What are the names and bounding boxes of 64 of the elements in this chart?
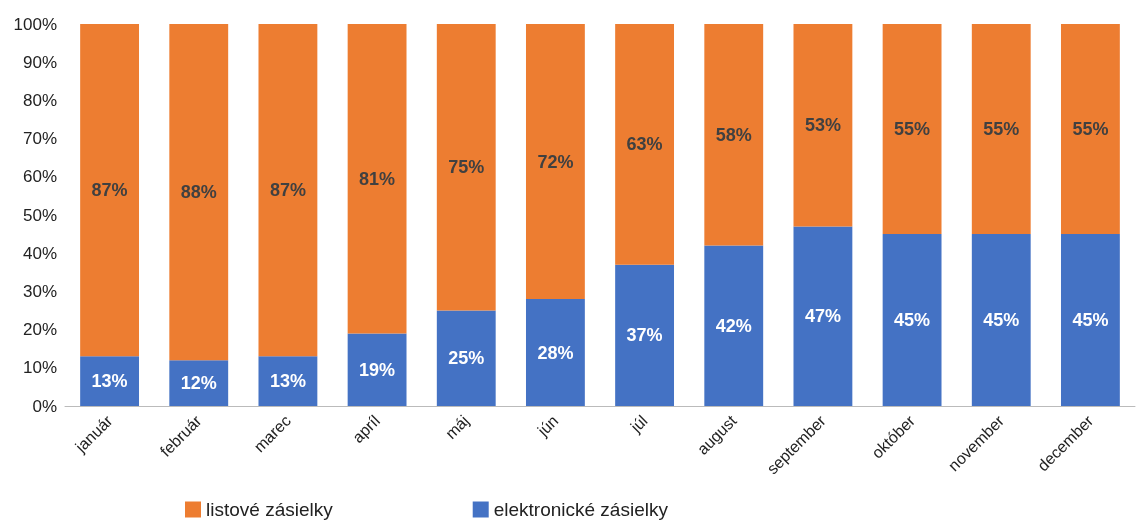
bar	[258, 24, 318, 357]
data-label: 42%	[715, 315, 752, 336]
data-label: 55%	[894, 119, 931, 140]
data-label: 37%	[626, 325, 663, 346]
bar	[882, 234, 942, 406]
bar	[971, 24, 1031, 235]
data-label: 81%	[359, 168, 396, 189]
bar	[525, 299, 585, 406]
y-tick-label: 20%	[22, 320, 57, 340]
y-tick-label: 30%	[22, 281, 57, 301]
data-label: 55%	[983, 119, 1020, 140]
data-label: 87%	[269, 180, 306, 201]
data-label: 63%	[626, 134, 663, 155]
y-tick-label: 80%	[22, 90, 57, 110]
y-tick-label: 50%	[22, 205, 57, 225]
bar	[436, 24, 496, 311]
data-label: 47%	[804, 306, 841, 327]
bar	[80, 24, 140, 357]
data-label: 13%	[269, 371, 306, 392]
data-label: 12%	[180, 373, 217, 394]
bar	[169, 24, 229, 361]
data-label: 45%	[894, 310, 931, 331]
bar	[793, 226, 853, 406]
data-label: 75%	[448, 157, 485, 178]
bar	[436, 310, 496, 406]
data-label: 53%	[804, 115, 841, 136]
bar	[525, 24, 585, 300]
bar	[704, 24, 764, 246]
bar	[971, 234, 1031, 406]
bar	[347, 24, 407, 334]
bar	[704, 245, 764, 406]
bar	[347, 333, 407, 406]
bar	[258, 356, 318, 406]
data-label: 25%	[448, 348, 485, 369]
data-label: 28%	[537, 342, 574, 363]
bar	[793, 24, 853, 227]
y-tick-label: 10%	[22, 358, 57, 378]
bar	[615, 24, 675, 265]
y-tick-label: 0%	[32, 396, 57, 416]
data-label: 55%	[1072, 119, 1109, 140]
data-label: 87%	[91, 180, 128, 201]
legend-label: listové zásielky	[206, 499, 334, 520]
x-tick-label: júl	[626, 411, 651, 437]
legend-label: elektronické zásielky	[493, 499, 669, 520]
bar	[80, 356, 140, 406]
data-label: 88%	[180, 182, 217, 203]
bar	[882, 24, 942, 235]
bar	[615, 264, 675, 406]
y-tick-label: 40%	[22, 243, 57, 263]
x-tick-label: jún	[533, 411, 562, 440]
data-label: 45%	[983, 310, 1020, 331]
bar	[169, 360, 229, 406]
x-tick-label: máj	[442, 411, 473, 443]
bar	[1060, 24, 1120, 235]
data-label: 13%	[91, 371, 128, 392]
data-label: 45%	[1072, 310, 1109, 331]
data-label: 19%	[359, 359, 396, 380]
y-tick-label: 100%	[13, 14, 57, 34]
bar	[1060, 234, 1120, 406]
data-label: 72%	[537, 151, 574, 172]
y-tick-label: 70%	[22, 129, 57, 149]
data-label: 58%	[715, 124, 752, 145]
y-tick-label: 60%	[22, 167, 57, 187]
y-tick-label: 90%	[22, 52, 57, 72]
